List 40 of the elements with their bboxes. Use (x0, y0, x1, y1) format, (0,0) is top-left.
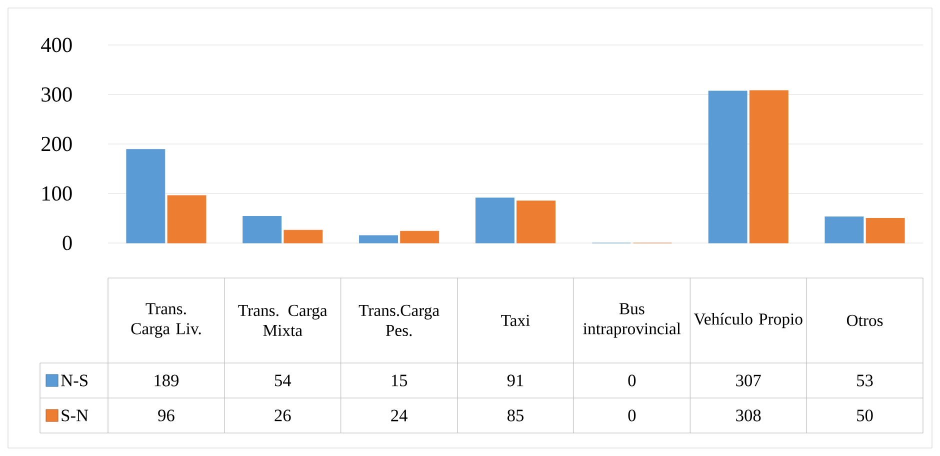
legend-label: N-S (61, 374, 88, 386)
bar (242, 216, 282, 244)
data-label: 0 (628, 410, 636, 422)
data-label: 54 (274, 374, 292, 386)
data-label: 50 (857, 410, 873, 422)
x-tick-label: Trans. Carga Mixta (238, 304, 328, 336)
x-tick-label: Bus intraprovincial (583, 303, 681, 338)
x-tick-label: Otros (846, 314, 883, 326)
bar (400, 230, 440, 244)
data-label: 308 (736, 410, 761, 422)
y-tick-label: 400 (41, 38, 72, 52)
data-label: 91 (507, 374, 524, 386)
x-tick-label: Trans.Carga Pes. (358, 304, 440, 336)
data-label: 24 (391, 410, 408, 422)
y-tick-label: 0 (62, 236, 72, 250)
bar (708, 90, 748, 244)
x-tick-label: Taxi (501, 314, 530, 326)
bar (516, 200, 556, 244)
y-tick-label: 200 (42, 136, 72, 152)
bar (359, 235, 398, 244)
data-label: 53 (857, 374, 873, 386)
bar (824, 216, 864, 244)
data-label: 189 (154, 374, 178, 386)
x-tick-label: Vehículo Propio (694, 312, 802, 328)
legend-label: S-N (62, 410, 88, 422)
bar (475, 198, 514, 244)
data-label: 307 (736, 374, 761, 386)
bar (284, 230, 323, 244)
data-label: 0 (628, 374, 636, 386)
bar (866, 218, 905, 244)
data-label: 85 (508, 410, 524, 422)
bar (126, 149, 166, 244)
x-tick-label: Trans. Carga Liv. (131, 303, 201, 338)
data-label: 26 (274, 410, 291, 422)
y-tick-label: 100 (42, 186, 72, 201)
y-tick-label: 300 (42, 87, 72, 102)
data-label: 96 (158, 410, 174, 422)
bar (749, 90, 788, 244)
bar (167, 195, 206, 244)
data-label: 15 (392, 374, 408, 386)
